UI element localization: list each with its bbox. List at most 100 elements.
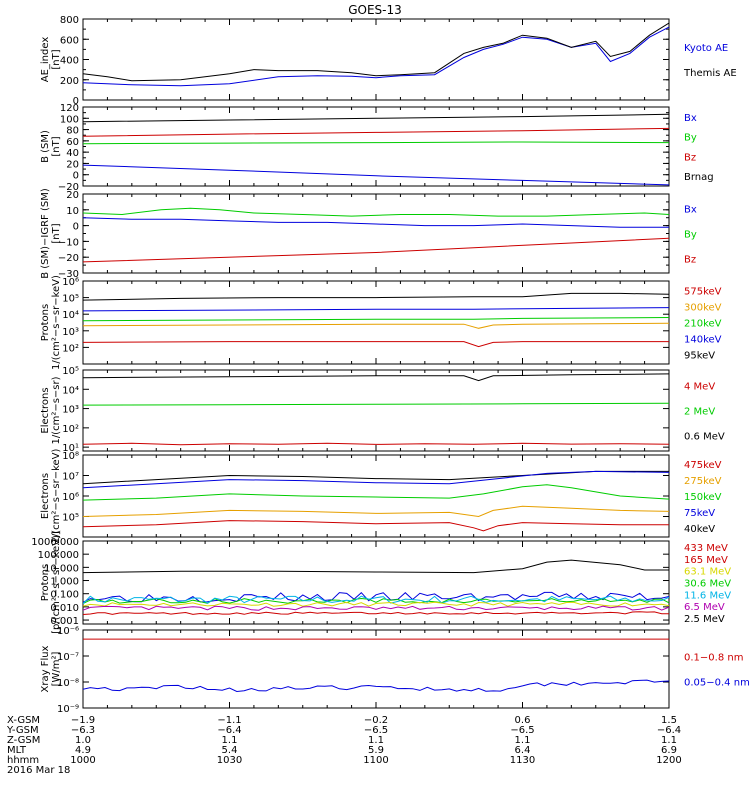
series-line-275kev <box>83 505 669 518</box>
y-tick-label: 10⁶ <box>62 492 79 503</box>
series-line-165-mev <box>83 611 669 615</box>
y-tick-label: 1.000 <box>50 577 79 588</box>
series-line-bx <box>83 217 669 228</box>
y-tick-label: 10¹ <box>62 443 79 454</box>
x-axis-row-label: X-GSM <box>7 715 40 726</box>
series-group <box>83 22 669 87</box>
x-axis-row-value: −6.3 <box>71 725 95 736</box>
y-tick-label: 10⁻⁶ <box>57 626 79 637</box>
y-tick-label: 200 <box>60 76 79 87</box>
panel-frame <box>82 193 670 274</box>
series-line-575kev <box>83 341 669 348</box>
legend-entry: 2 MeV <box>684 407 715 418</box>
legend-entry: Kyoto AE <box>684 43 728 54</box>
legend-entry: 75keV <box>684 508 715 519</box>
y-tick-label: 0.001 <box>50 616 79 627</box>
x-axis-row-value: 0.6 <box>515 715 531 726</box>
y-tick-label: −10 <box>58 237 79 248</box>
x-axis-row-value: −6.4 <box>217 725 241 736</box>
x-axis-row-value: 1100 <box>363 755 388 766</box>
y-tick-label: 40 <box>66 148 79 159</box>
y-tick-label: 10⁴ <box>62 310 79 321</box>
legend-entry: Bz <box>684 152 696 163</box>
y-axis-label: [p/(cm²−s−sr−keV)] <box>51 531 62 634</box>
series-line-by <box>83 141 669 145</box>
y-tick-label: 0 <box>73 171 79 182</box>
legend-entry: 11.6 MeV <box>684 590 731 601</box>
legend-entry: Bx <box>684 205 697 216</box>
x-axis-row-value: 1.1 <box>661 735 677 746</box>
legend-entry: 140keV <box>684 335 722 346</box>
series-line-themis-ae <box>83 22 669 82</box>
panel-frame <box>82 629 670 709</box>
legend-entry: 165 MeV <box>684 555 728 566</box>
legend-entry: 63.1 MeV <box>684 567 731 578</box>
legend-entry: 433 MeV <box>684 543 728 554</box>
y-tick-label: 10³ <box>62 327 79 338</box>
legend-entry: 0.05−0.4 nm <box>684 678 750 689</box>
x-axis-row-value: 1130 <box>510 755 535 766</box>
legend-entry: Brnag <box>684 172 714 183</box>
y-tick-label: 1000.000 <box>31 537 79 548</box>
x-axis-row-value: 6.4 <box>515 745 531 756</box>
series-group <box>83 373 669 446</box>
y-tick-label: 0.010 <box>50 603 79 614</box>
y-tick-label: 10⁻⁹ <box>57 704 79 715</box>
y-tick-label: 60 <box>66 137 79 148</box>
y-tick-label: 800 <box>60 15 79 26</box>
panel-ae: 0 200 400 600 800 AE_index [nT] Kyoto AE Themis … <box>40 15 737 107</box>
series-line-0-05-0-4-nm <box>83 679 669 693</box>
panel-frame <box>82 106 670 187</box>
panel-xray: 10⁻⁹ 10⁻⁸ 10⁻⁷ 10⁻⁶ Xray Flux [W/m²] 0.1−0.8 n… <box>40 626 750 715</box>
legend-entry: 300keV <box>684 303 722 314</box>
y-tick-label: −20 <box>58 253 79 264</box>
y-axis-label: Protons <box>40 304 51 341</box>
panel-protons_mev: 0.001 0.010 0.100 1.000 10.000 100.000 1000.00… <box>31 531 731 634</box>
y-tick-label: −20 <box>58 182 79 193</box>
x-axis-row-value: 5.4 <box>222 745 238 756</box>
y-tick-label: 0.100 <box>50 590 79 601</box>
y-tick-label: 10⁵ <box>62 513 79 524</box>
series-line-475kev <box>83 520 669 532</box>
y-tick-label: 10³ <box>62 405 79 416</box>
x-axis-row-value: −1.1 <box>217 715 241 726</box>
y-tick-label: 10⁵ <box>62 294 79 305</box>
series-group <box>83 207 669 263</box>
y-axis-label: Xray Flux <box>40 645 51 692</box>
x-axis-row-label: hhmm <box>7 755 39 766</box>
y-axis-label: [nT] <box>51 49 62 69</box>
series-line-150kev <box>83 484 669 501</box>
legend-entry: 6.5 MeV <box>684 602 725 613</box>
x-axis-row-label: Z-GSM <box>7 735 40 746</box>
y-axis-label: 1/(cm²−s−sr−keV) <box>51 275 62 370</box>
series-line-6-5-mev <box>83 605 669 611</box>
series-line-40kev <box>83 470 669 485</box>
x-axis-row-value: −1.9 <box>71 715 95 726</box>
panel-electrons_mev: 10¹ 10² 10³ 10⁴ 10⁵ Electrons 1/(cm²−s−sr) 4 Me… <box>40 366 725 454</box>
series-line-bz <box>83 237 669 263</box>
y-tick-label: 10⁻⁸ <box>57 678 79 689</box>
y-tick-label: 20 <box>66 159 79 170</box>
x-axis-row-value: −0.2 <box>364 715 388 726</box>
y-tick-label: 10.000 <box>44 563 79 574</box>
y-axis-label: B (SM)−IGRF (SM) <box>40 188 51 279</box>
panel-electrons_kev: 10⁵ 10⁶ 10⁷ 10⁸ Electrons 1/(cm²−s−sr−keV) 475… <box>40 448 722 543</box>
series-line-75kev <box>83 470 669 489</box>
series-group <box>83 559 669 615</box>
series-line-4-mev <box>83 442 669 446</box>
y-tick-label: 10⁶ <box>62 277 79 288</box>
y-tick-label: −30 <box>58 269 79 280</box>
y-tick-label: 80 <box>66 126 79 137</box>
series-line-bz <box>83 127 669 137</box>
x-axis-row-value: 1030 <box>217 755 242 766</box>
y-tick-label: 400 <box>60 56 79 67</box>
y-tick-label: 10⁻⁷ <box>57 652 79 663</box>
legend-entry: By <box>684 230 697 241</box>
series-line-30-6-mev <box>83 597 669 605</box>
x-axis-row-label: Y-GSM <box>6 725 39 736</box>
series-line-by <box>83 207 669 217</box>
y-tick-label: 120 <box>60 103 79 114</box>
y-axis-label: Electrons <box>40 473 51 519</box>
x-axis-row-value: 6.9 <box>661 745 677 756</box>
y-axis-label: B (SM) <box>40 130 51 163</box>
